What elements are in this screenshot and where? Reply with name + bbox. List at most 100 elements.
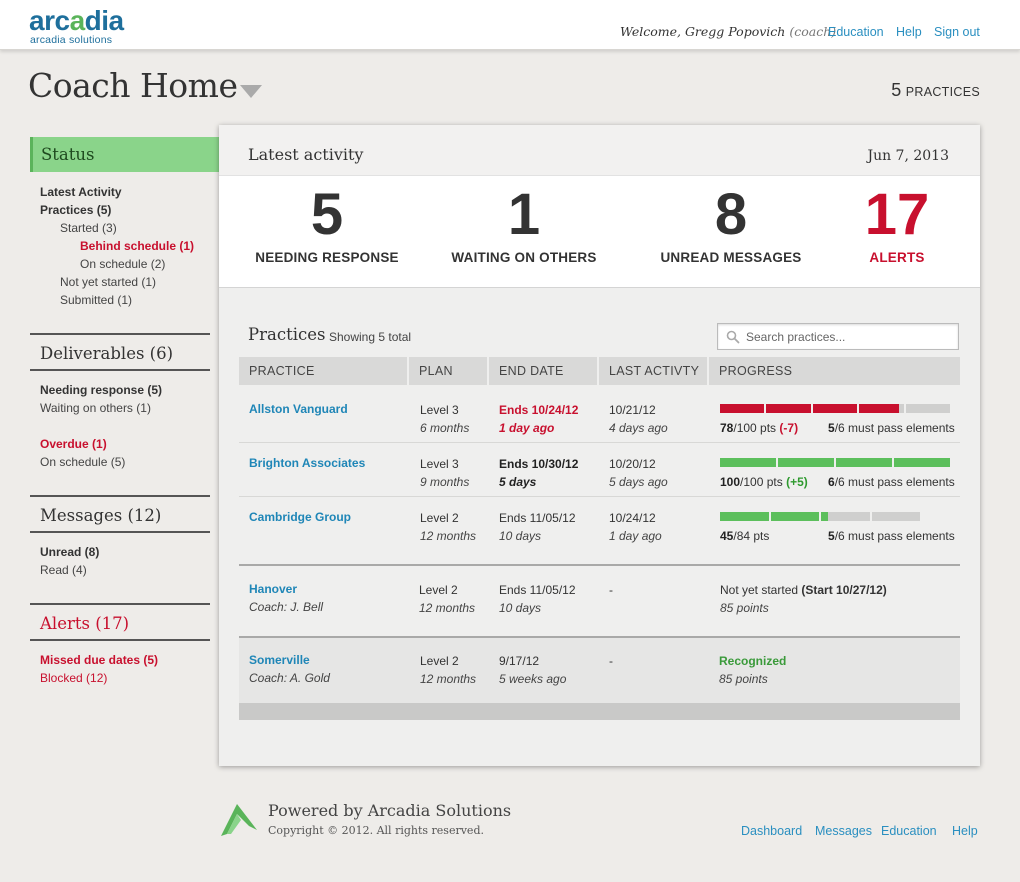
progress-status-text: Not yet started [720,583,799,597]
elements-passed: 5/6 must pass elements [828,529,955,543]
column-header-end-date[interactable]: END DATE [489,357,599,385]
practices-title: Practices [248,325,326,344]
elements-passed-text: /6 must pass elements [834,475,955,489]
table-row[interactable]: Somerville Coach: A. Gold Level 2 12 mon… [239,638,960,703]
sidebar-item-practices[interactable]: Practices (5) [40,203,112,217]
points-delta: (-7) [779,421,799,435]
section-divider [239,636,960,638]
end-date: Ends 10/24/12 [499,403,579,417]
end-date-note: 5 weeks ago [499,672,567,686]
last-activity-ago: 4 days ago [609,421,668,435]
footer-link-messages[interactable]: Messages [815,824,872,838]
stat-label: UNREAD MESSAGES [660,250,802,265]
welcome-role: (coach) [789,24,837,39]
practice-name-link[interactable]: Allston Vanguard [249,402,348,416]
latest-activity-header: Latest activity Jun 7, 2013 [219,125,980,175]
sidebar-alerts-header[interactable]: Alerts (17) [30,603,210,641]
sidebar-messages-header[interactable]: Messages (12) [30,495,210,533]
plan-level: Level 2 [420,654,459,668]
progress-segment [720,512,769,521]
end-date: Ends 11/05/12 [499,583,576,597]
elements-passed-count: 5 [828,529,835,543]
end-date: Ends 10/30/12 [499,457,579,471]
sidebar-item-unread[interactable]: Unread (8) [40,545,100,559]
progress-segment [821,512,870,521]
search-box[interactable] [717,323,959,350]
last-activity-date: - [609,654,613,668]
column-header-last-activity[interactable]: LAST ACTIVTY [599,357,709,385]
sidebar-item-on-schedule[interactable]: On schedule (2) [80,257,166,271]
plan-duration: 12 months [419,601,476,615]
logo-subtext: arcadia solutions [30,34,113,46]
progress-points: 100/100 pts (+5) [720,475,808,489]
progress-points: 45/84 pts [720,529,769,543]
header-link-sign-out[interactable]: Sign out [934,25,980,39]
column-header-progress[interactable]: PROGRESS [719,364,793,378]
practice-name-link[interactable]: Cambridge Group [249,510,352,524]
stat-needing-response[interactable]: 5 NEEDING RESPONSE [227,176,427,265]
sidebar-item-started[interactable]: Started (3) [60,221,117,235]
sidebar-status-title: Status [41,145,95,164]
sidebar-item-not-yet-started[interactable]: Not yet started (1) [60,275,157,289]
sidebar-item-blocked[interactable]: Blocked (12) [40,671,108,685]
sidebar-item-missed-due-dates[interactable]: Missed due dates (5) [40,653,159,667]
table-row[interactable]: Hanover Coach: J. Bell Level 2 12 months… [239,575,960,625]
last-activity-ago: 5 days ago [609,475,668,489]
column-header-plan[interactable]: PLAN [409,357,489,385]
footer-link-dashboard[interactable]: Dashboard [741,824,803,838]
search-input[interactable] [746,327,951,346]
stat-unread-messages[interactable]: 8 UNREAD MESSAGES [631,176,831,265]
sidebar-deliverables-header[interactable]: Deliverables (6) [30,333,210,371]
table-row[interactable]: Brighton Associates Level 3 9 months End… [239,449,960,495]
practices-subtitle: Showing 5 total [329,330,412,344]
last-activity-date: - [609,583,613,597]
progress-segment [871,512,920,521]
practice-name-link[interactable]: Brighton Associates [249,456,366,470]
stat-alerts[interactable]: 17 ALERTS [797,176,997,265]
progress-segment [894,458,950,467]
latest-activity-date: Jun 7, 2013 [867,148,949,164]
coach-name: Coach: A. Gold [249,671,330,685]
footer-link-help[interactable]: Help [952,824,978,838]
progress-points-text: 85 points [719,672,768,686]
end-date-note: 5 days [499,475,537,489]
title-dropdown-caret-icon[interactable] [240,85,262,98]
sidebar-item-latest-activity[interactable]: Latest Activity [40,185,122,199]
progress-bar [720,404,950,413]
points-earned: 78 [720,421,734,435]
practice-name-link[interactable]: Somerville [249,653,310,667]
stat-waiting-on-others[interactable]: 1 WAITING ON OTHERS [424,176,624,265]
progress-bar [720,458,950,467]
end-date-note: 10 days [499,529,542,543]
coach-name: Coach: J. Bell [249,600,324,614]
last-activity-date: 10/21/12 [609,403,656,417]
sidebar-item-overdue[interactable]: Overdue (1) [40,437,107,451]
sidebar-item-deliverables-on-schedule[interactable]: On schedule (5) [40,455,126,469]
header-link-help[interactable]: Help [896,25,922,39]
sidebar-status-header[interactable]: Status [30,137,220,172]
arcadia-leaf-icon [221,804,257,836]
progress-points: 78/100 pts (-7) [720,421,798,435]
sidebar-item-behind-schedule[interactable]: Behind schedule (1) [80,239,195,253]
footer-link-education[interactable]: Education [881,824,937,838]
table-row[interactable]: Allston Vanguard Level 3 6 months Ends 1… [239,395,960,441]
header-link-education[interactable]: Education [828,25,884,39]
elements-passed-text: /6 must pass elements [834,421,955,435]
sidebar-item-needing-response[interactable]: Needing response (5) [40,383,163,397]
progress-bar [720,512,920,521]
column-header-practice[interactable]: PRACTICE [239,357,409,385]
sidebar-item-submitted[interactable]: Submitted (1) [60,293,133,307]
end-date-note: 10 days [499,601,542,615]
stat-label: ALERTS [869,250,925,265]
sidebar-item-read[interactable]: Read (4) [40,563,87,577]
row-divider [239,496,960,497]
arcadia-logo[interactable]: arcadia arcadia solutions [29,6,159,47]
progress-status: Not yet started (Start 10/27/12) [720,583,887,597]
table-row[interactable]: Cambridge Group Level 2 12 months Ends 1… [239,503,960,549]
plan-duration: 12 months [420,529,477,543]
sidebar-item-waiting-on-others[interactable]: Waiting on others (1) [40,401,151,415]
latest-activity-title: Latest activity [248,145,364,164]
section-divider [239,564,960,566]
practice-name-link[interactable]: Hanover [249,582,298,596]
top-bar: arcadia arcadia solutions Welcome, Gregg… [0,0,1020,50]
